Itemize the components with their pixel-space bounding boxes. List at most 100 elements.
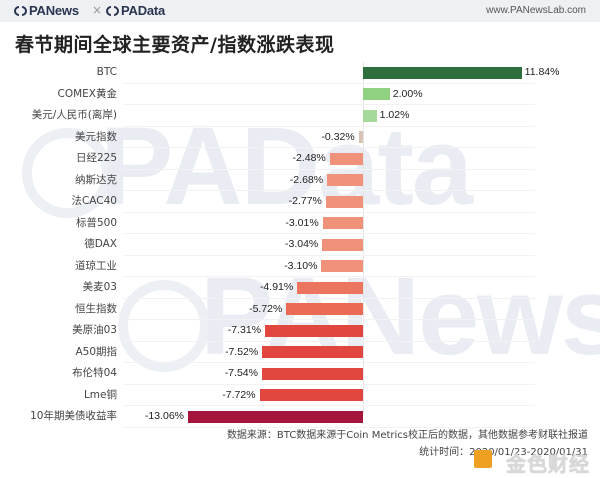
category-label: BTC: [96, 66, 117, 78]
watermark-jinse: 金色财经: [506, 452, 590, 476]
chart-row: 美元/人民币(离岸) 1.02%: [0, 105, 600, 127]
chart-row: 纳斯达克 -2.68%: [0, 170, 600, 191]
bar: [363, 66, 522, 79]
bar: [358, 131, 363, 143]
gridline: [123, 297, 535, 299]
value-label: -3.04%: [284, 238, 319, 250]
chart-row: 日经225 -2.48%: [0, 148, 600, 170]
value-label: -2.48%: [292, 152, 326, 164]
bar: [327, 174, 363, 186]
bar: [363, 109, 377, 122]
bar-chart: BTC 11.84% COMEX黄金 2.00% 美元/人民币(离岸) 1.02% 美元指数…: [0, 62, 600, 428]
category-label: 美麦03: [82, 281, 117, 293]
bar: [297, 281, 363, 294]
category-label: 道琼工业: [75, 259, 117, 272]
bar: [322, 238, 363, 251]
chart-row: 10年期美债收益率 -13.06%: [0, 406, 600, 428]
gridline: [123, 405, 535, 406]
value-label: -4.91%: [259, 281, 294, 293]
category-label: Lme铜: [83, 388, 117, 401]
chart-row: 恒生指数 -5.72%: [0, 299, 600, 320]
bar: [262, 346, 363, 358]
gridline: [123, 362, 535, 363]
value-label: -0.32%: [321, 130, 355, 143]
category-label: A50期指: [75, 345, 117, 358]
gridline: [123, 426, 535, 428]
gridline: [123, 190, 535, 191]
panews-logo-icon: [14, 6, 27, 16]
chart-row: 德DAX -3.04%: [0, 234, 600, 256]
value-label: -7.54%: [224, 367, 258, 379]
site-url: www.PANewsLab.com: [486, 5, 586, 16]
gridline: [123, 125, 535, 127]
value-label: -7.52%: [224, 345, 259, 358]
chart-row: 美元指数 -0.32%: [0, 127, 600, 148]
chart-row: 布伦特04 -7.54%: [0, 363, 600, 385]
value-label: -3.01%: [285, 216, 319, 229]
brand-separator: ×: [92, 3, 103, 17]
category-label: 标普500: [75, 216, 117, 229]
bar: [265, 324, 363, 337]
panews-brand-label: PANews: [29, 3, 79, 18]
chart-row: Lme铜 -7.72%: [0, 385, 600, 406]
category-label: 德DAX: [84, 238, 117, 250]
chart-row: 标普500 -3.01%: [0, 213, 600, 234]
category-label: 纳斯达克: [75, 173, 117, 186]
chart-row: 法CAC40 -2.77%: [0, 191, 600, 213]
value-label: 11.84%: [524, 66, 560, 78]
chart-row: 美麦03 -4.91%: [0, 277, 600, 299]
bar: [286, 303, 363, 315]
chart-row: A50期指 -7.52%: [0, 342, 600, 363]
gridline: [123, 233, 535, 234]
value-label: -3.10%: [284, 259, 318, 272]
chart-row: 美原油03 -7.31%: [0, 320, 600, 342]
value-label: -5.72%: [249, 302, 283, 315]
gridline: [123, 168, 535, 170]
value-label: -13.06%: [144, 410, 184, 422]
bar: [325, 195, 363, 208]
period-note: 统计时间：2020/01/23-2020/01/31: [419, 447, 588, 458]
gridline: [123, 276, 535, 277]
value-label: -7.72%: [222, 388, 256, 401]
padata-brand: PAData: [106, 3, 165, 18]
bar: [363, 88, 390, 100]
gridline: [123, 82, 535, 84]
category-label: 布伦特04: [72, 367, 117, 379]
category-label: 美原油03: [72, 324, 117, 336]
gridline: [123, 340, 535, 342]
bar: [259, 389, 363, 401]
gridline: [123, 147, 535, 148]
panews-brand: PANews: [14, 3, 79, 18]
category-label: 美元/人民币(离岸): [31, 109, 117, 121]
category-label: 法CAC40: [71, 195, 117, 207]
bar: [322, 217, 363, 229]
jinse-logo-icon: [474, 450, 492, 468]
chart-title: 春节期间全球主要资产/指数涨跌表现: [15, 34, 335, 56]
chart-row: BTC 11.84%: [0, 62, 600, 84]
category-label: COMEX黄金: [57, 87, 117, 100]
value-label: 2.00%: [392, 87, 423, 100]
value-label: -7.31%: [227, 324, 262, 336]
padata-logo-icon: [106, 6, 119, 16]
data-source-note: 数据来源：BTC数据来源于Coin Metrics校正后的数据，其他数据参考财联…: [226, 430, 588, 441]
bar: [329, 152, 363, 165]
bar: [261, 367, 363, 380]
category-label: 10年期美债收益率: [30, 410, 117, 422]
value-label: -2.77%: [288, 195, 322, 207]
gridline: [123, 104, 535, 105]
chart-row: 道琼工业 -3.10%: [0, 256, 600, 277]
header-bar: PANews × PAData www.PANewsLab.com: [0, 0, 600, 22]
value-label: 1.02%: [379, 109, 410, 121]
category-label: 美元指数: [75, 130, 117, 143]
gridline: [123, 383, 535, 385]
padata-brand-label: PAData: [121, 3, 166, 18]
value-label: -2.68%: [289, 173, 324, 186]
bar: [321, 260, 363, 272]
gridline: [123, 319, 535, 320]
category-label: 恒生指数: [75, 302, 117, 315]
bar: [187, 410, 363, 423]
zero-axis: [363, 62, 364, 414]
gridline: [123, 211, 535, 213]
category-label: 日经225: [75, 152, 117, 164]
chart-row: COMEX黄金 2.00%: [0, 84, 600, 105]
